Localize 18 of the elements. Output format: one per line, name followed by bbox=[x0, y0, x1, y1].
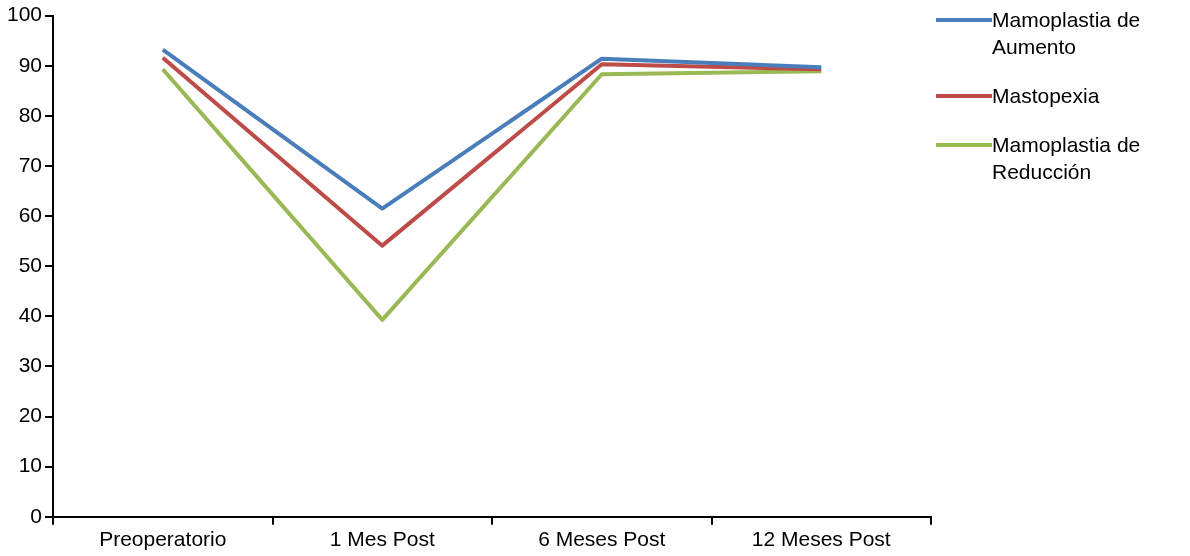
y-tick-label: 0 bbox=[30, 503, 43, 527]
legend-label: Mamoplastia de Reducción bbox=[992, 132, 1142, 185]
x-tick-label: 1 Mes Post bbox=[329, 527, 435, 551]
y-tick-label: 10 bbox=[18, 453, 43, 477]
legend-label: Mamoplastia de Aumento bbox=[992, 7, 1142, 60]
y-tick-label: 40 bbox=[18, 303, 43, 327]
legend-label: Mastopexia bbox=[992, 83, 1100, 109]
y-tick-label: 30 bbox=[18, 353, 43, 377]
x-tick-label: Preoperatorio bbox=[99, 527, 227, 551]
y-tick-label: 20 bbox=[18, 403, 43, 427]
y-tick-label: 90 bbox=[18, 52, 43, 76]
x-tick-label: 6 Meses Post bbox=[538, 527, 666, 551]
y-tick-label: 80 bbox=[18, 102, 43, 126]
y-tick-label: 100 bbox=[6, 2, 43, 26]
y-tick-label: 70 bbox=[18, 152, 43, 176]
y-tick-label: 60 bbox=[18, 202, 43, 226]
x-tick-label: 12 Meses Post bbox=[751, 527, 891, 551]
y-tick-label: 50 bbox=[18, 253, 43, 276]
